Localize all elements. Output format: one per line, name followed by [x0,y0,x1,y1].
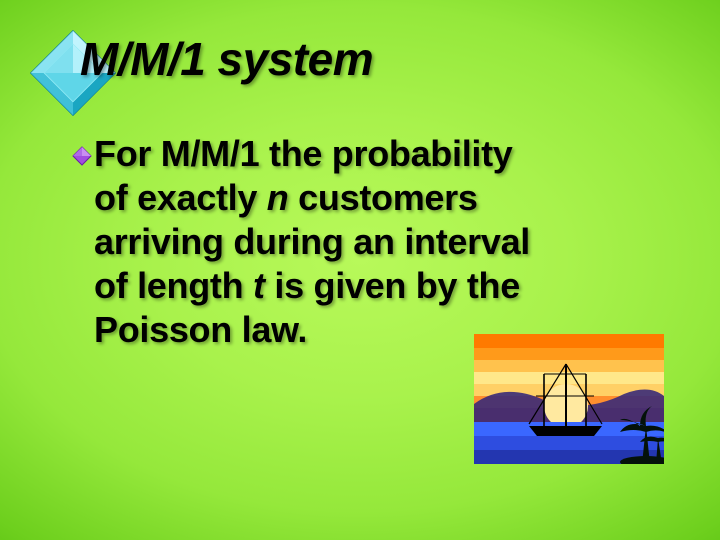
bullet-diamond-icon [72,146,92,166]
slide: M/M/1 system For M/M/1 the probability o… [0,0,720,540]
body-line4a: of length [94,265,253,306]
body-line4b: is given by the [265,265,520,306]
body-var-t: t [253,265,265,306]
body-block: For M/M/1 the probability of exactly n c… [72,132,632,352]
body-line2a: of exactly [94,177,267,218]
body-var-n: n [267,177,289,218]
body-line1-lead: For [94,133,161,174]
body-line2b: customers [288,177,477,218]
sunset-ship-image [474,334,664,464]
body-line3: arriving during an interval [94,221,530,262]
body-line5: Poisson law. [94,309,307,350]
slide-title: M/M/1 system [80,32,373,86]
body-line1-rest: M/M/1 the probability [161,133,513,174]
body-text: For M/M/1 the probability of exactly n c… [94,132,530,352]
